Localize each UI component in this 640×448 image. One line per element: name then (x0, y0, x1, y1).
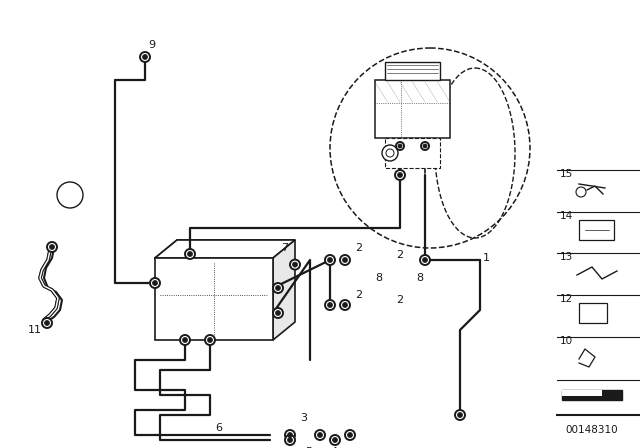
Text: 2: 2 (396, 295, 404, 305)
Polygon shape (155, 240, 295, 258)
Bar (575, 218, 630, 250)
Circle shape (152, 280, 157, 285)
Circle shape (57, 182, 83, 208)
Circle shape (330, 435, 340, 445)
Circle shape (188, 251, 193, 257)
Circle shape (182, 337, 188, 343)
Circle shape (275, 285, 280, 290)
Circle shape (422, 258, 428, 263)
Circle shape (143, 55, 147, 60)
Circle shape (342, 258, 348, 263)
Bar (575, 301, 630, 333)
Circle shape (287, 438, 292, 443)
Text: 11: 11 (28, 325, 42, 335)
Circle shape (328, 302, 333, 307)
Text: 2: 2 (355, 290, 362, 300)
Text: 1: 1 (483, 253, 490, 263)
Circle shape (150, 278, 160, 288)
Circle shape (340, 255, 350, 265)
Text: 10: 10 (63, 190, 77, 200)
Circle shape (273, 283, 283, 293)
Text: 10: 10 (560, 336, 573, 346)
Bar (562, 390, 622, 400)
Bar (579, 303, 607, 323)
Circle shape (328, 258, 333, 263)
Circle shape (382, 145, 398, 161)
Text: 8: 8 (417, 273, 424, 283)
Circle shape (398, 144, 402, 148)
Circle shape (386, 149, 394, 157)
Text: 2: 2 (355, 243, 362, 253)
Circle shape (317, 432, 323, 438)
Bar (575, 259, 630, 291)
Circle shape (285, 430, 295, 440)
Circle shape (325, 255, 335, 265)
Circle shape (47, 242, 57, 252)
Circle shape (458, 413, 463, 418)
Circle shape (315, 430, 325, 440)
Circle shape (348, 432, 353, 438)
Circle shape (273, 308, 283, 318)
Circle shape (42, 318, 52, 328)
Text: 7: 7 (281, 243, 288, 253)
Circle shape (140, 52, 150, 62)
Circle shape (333, 438, 337, 443)
Text: 14: 14 (560, 211, 573, 221)
Circle shape (180, 335, 190, 345)
Text: 12: 12 (560, 294, 573, 304)
Bar (385, 62, 440, 80)
Text: 3: 3 (300, 413, 307, 423)
Circle shape (275, 310, 280, 315)
Circle shape (325, 300, 335, 310)
Circle shape (285, 435, 295, 445)
Bar (575, 176, 630, 208)
Text: 15: 15 (560, 169, 573, 179)
Bar (375, 80, 450, 138)
Bar (155, 258, 273, 340)
Circle shape (45, 320, 49, 326)
Circle shape (345, 430, 355, 440)
Circle shape (396, 142, 404, 150)
Text: 2: 2 (396, 250, 404, 260)
Text: 6: 6 (215, 423, 222, 433)
Text: 4: 4 (330, 447, 337, 448)
Text: 5: 5 (305, 447, 312, 448)
Circle shape (292, 262, 298, 267)
Polygon shape (273, 240, 295, 340)
Circle shape (421, 142, 429, 150)
Text: 13: 13 (560, 252, 573, 262)
Circle shape (205, 335, 215, 345)
Circle shape (397, 172, 403, 177)
Circle shape (287, 432, 292, 438)
Circle shape (395, 170, 405, 180)
Circle shape (420, 255, 430, 265)
Circle shape (342, 302, 348, 307)
Circle shape (423, 144, 427, 148)
Circle shape (290, 259, 300, 270)
Circle shape (455, 410, 465, 420)
Circle shape (340, 300, 350, 310)
Circle shape (49, 245, 54, 250)
Text: 8: 8 (375, 273, 382, 283)
Bar (562, 390, 602, 396)
Bar (575, 343, 630, 375)
Circle shape (185, 249, 195, 259)
Text: 9: 9 (148, 40, 155, 50)
Text: 00148310: 00148310 (566, 425, 618, 435)
Bar (385, 138, 440, 168)
Bar (579, 220, 614, 240)
Circle shape (207, 337, 212, 343)
